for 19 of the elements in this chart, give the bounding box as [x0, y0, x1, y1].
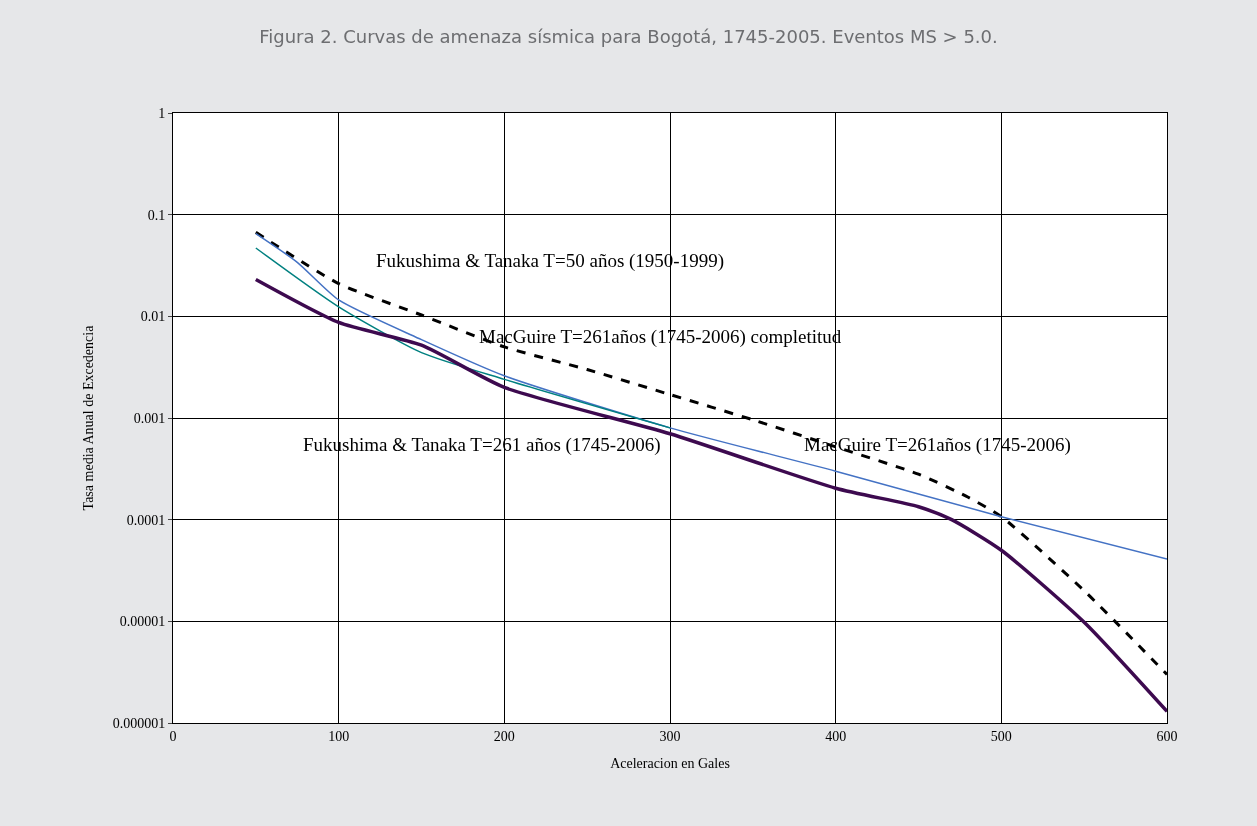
x-tick-label: 600 — [1156, 728, 1178, 744]
x-tick-label: 500 — [990, 728, 1012, 744]
y-tick-label: 0.0001 — [126, 512, 166, 528]
y-tick-label: 0.00001 — [119, 614, 166, 630]
y-tick-label: 0.1 — [147, 207, 166, 223]
line-series — [254, 277, 1167, 714]
x-tick-label: 200 — [493, 728, 515, 744]
y-tick-label: 0.000001 — [112, 715, 166, 731]
x-tick-label: 400 — [825, 728, 847, 744]
y-tick-label: 0.001 — [133, 410, 166, 426]
y-tick-label: 0.01 — [140, 309, 166, 325]
x-tick-label: 0 — [169, 728, 177, 744]
y-tick-label: 1 — [158, 105, 166, 121]
x-axis-title: Aceleracion en Gales — [610, 756, 730, 772]
y-axis-title: Tasa media Anual de Excedencia — [81, 324, 97, 511]
line-series — [255, 232, 1167, 560]
chart-title: Figura 2. Curvas de amenaza sísmica para Bogotá, 1745-2005. Eventos MS > 5.0. — [259, 26, 998, 48]
x-tick-label: 100 — [328, 728, 350, 744]
x-tick-label: 300 — [659, 728, 681, 744]
